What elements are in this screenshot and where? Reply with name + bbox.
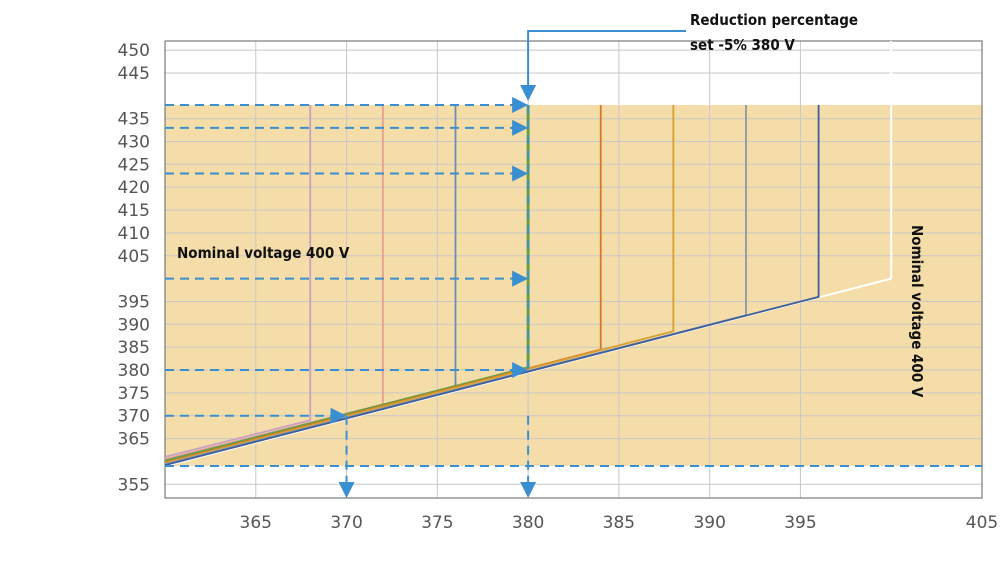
annotation-arrow: [520, 30, 686, 101]
y-tick-label: 420: [118, 178, 150, 198]
shaded-region: [165, 104, 982, 467]
x-tick-label: 370: [330, 513, 362, 533]
y-tick-label: 355: [118, 475, 150, 495]
y-tick-label: 445: [118, 64, 150, 84]
x-tick-label: 390: [693, 513, 725, 533]
y-tick-label: 385: [118, 338, 150, 358]
y-tick-label: 405: [118, 247, 150, 267]
annotation-nominal-horizontal: Nominal voltage 400 V: [177, 244, 350, 262]
y-tick-label: 380: [118, 361, 150, 381]
series-line-1: [164, 104, 312, 458]
x-tick-label: 395: [784, 513, 816, 533]
y-tick-label: 370: [118, 407, 150, 427]
x-tick-label: 380: [512, 513, 544, 533]
series-line-8: [164, 104, 820, 466]
shaded-band: [165, 104, 982, 467]
dashed-arrows: [165, 30, 982, 498]
y-tick-label: 415: [118, 201, 150, 221]
annotation-nominal-vertical: Nominal voltage 400 V: [908, 225, 926, 398]
axes: [164, 40, 983, 499]
plot-frame: [164, 40, 983, 499]
x-tick-label: 365: [240, 513, 272, 533]
y-tick-label: 450: [118, 41, 150, 61]
y-tick-label: 430: [118, 133, 150, 153]
annotations: Reduction percentage set -5% 380 V Nomin…: [177, 11, 926, 398]
y-tick-label: 435: [118, 110, 150, 130]
y-tick-labels: 3553653703753803853903954054104154204254…: [118, 41, 150, 495]
y-tick-label: 425: [118, 155, 150, 175]
x-tick-label: 375: [421, 513, 453, 533]
y-tick-label: 375: [118, 384, 150, 404]
y-tick-label: 410: [118, 224, 150, 244]
annotation-reduction-line2: set -5% 380 V: [690, 36, 795, 54]
y-tick-label: 395: [118, 292, 150, 312]
x-tick-labels: 365 370 375 380 385 390 395 405: [240, 513, 999, 533]
y-tick-label: 365: [118, 430, 150, 450]
x-tick-label: 405: [966, 513, 998, 533]
y-tick-label: 390: [118, 315, 150, 335]
annotation-reduction-line1: Reduction percentage: [690, 11, 858, 29]
x-tick-label: 385: [603, 513, 635, 533]
